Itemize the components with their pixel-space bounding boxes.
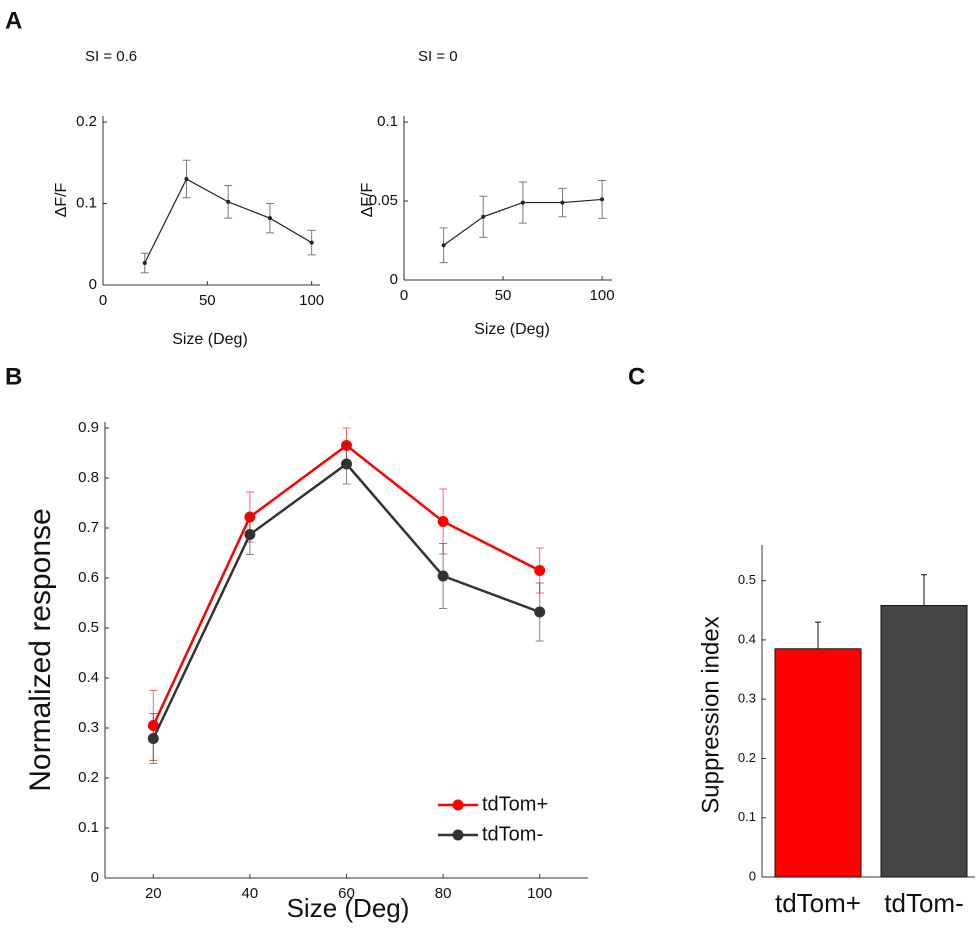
y-tick-label: 0: [749, 868, 756, 883]
y-tick-label: 0.9: [78, 419, 99, 436]
y-tick-label: 0.7: [78, 519, 99, 536]
bar: [880, 605, 968, 878]
data-point: [184, 177, 189, 182]
panel-label: A: [5, 7, 22, 34]
x-axis-label: Size (Deg): [474, 321, 550, 338]
y-tick-label: 0.1: [738, 809, 756, 824]
legend-label: tdTom-: [482, 823, 543, 845]
y-tick-label: 0: [91, 869, 99, 886]
panel-label: C: [628, 363, 645, 390]
data-point: [267, 216, 272, 221]
x-tick-label: tdTom-: [884, 888, 963, 918]
bar: [774, 648, 862, 878]
data-point: [600, 197, 605, 202]
series-line: [152, 443, 541, 727]
legend-marker: [452, 829, 464, 841]
y-axis-label: ΔF/F: [53, 182, 70, 217]
data-point: [437, 570, 449, 582]
x-tick-label: 50: [495, 287, 512, 304]
x-tick-label: 100: [527, 885, 552, 902]
y-tick-label: 0.1: [76, 194, 97, 211]
error-bar: [921, 574, 927, 606]
y-tick-label: 0.3: [78, 719, 99, 736]
x-axis-label: Size (Deg): [287, 893, 410, 923]
chart-title: SI = 0.6: [85, 48, 137, 65]
data-point: [341, 458, 352, 470]
y-tick-label: 0.1: [78, 819, 99, 836]
legend-label: tdTom+: [482, 793, 548, 815]
x-axis-label: Size (Deg): [172, 331, 248, 348]
data-point: [534, 565, 546, 576]
y-axis-label: ΔF/F: [359, 182, 376, 217]
error-bar: [815, 621, 821, 649]
y-tick-label: 0.2: [78, 769, 99, 786]
x-tick-label: 50: [199, 292, 216, 309]
y-tick-label: 0.8: [78, 469, 99, 486]
y-tick-label: 0.4: [738, 631, 756, 646]
y-tick-label: 0.3: [738, 691, 756, 706]
y-tick-label: 0.1: [377, 113, 398, 130]
y-tick-label: 0.05: [369, 192, 398, 209]
data-point: [437, 516, 449, 527]
x-tick-label: 80: [435, 885, 452, 902]
y-tick-label: 0.5: [738, 572, 756, 587]
x-tick-label: 100: [299, 292, 324, 309]
data-point: [309, 240, 314, 245]
data-point: [147, 733, 159, 744]
x-tick-label: 0: [99, 292, 107, 309]
data-point: [520, 200, 525, 205]
chart-title: SI = 0: [418, 48, 458, 65]
data-point: [244, 529, 256, 540]
x-tick-label: 20: [145, 885, 162, 902]
y-tick-label: 0.5: [78, 619, 99, 636]
data-point: [142, 260, 147, 265]
legend-marker: [452, 799, 464, 811]
x-tick-label: tdTom+: [775, 888, 861, 918]
y-tick-label: 0: [390, 271, 398, 288]
data-point: [534, 606, 546, 618]
panel-label: B: [5, 363, 22, 390]
y-tick-label: 0.6: [78, 569, 99, 586]
y-tick-label: 0.4: [78, 669, 99, 686]
x-tick-label: 0: [400, 287, 408, 304]
y-tick-label: 0.2: [76, 113, 97, 130]
x-tick-label: 100: [590, 287, 615, 304]
data-point: [441, 243, 446, 248]
x-tick-label: 60: [338, 885, 355, 902]
y-axis-label: Suppression index: [697, 616, 724, 813]
y-tick-label: 0.2: [738, 750, 756, 765]
data-point: [226, 199, 231, 204]
y-axis-label: Normalized response: [24, 508, 57, 791]
y-tick-label: 0: [89, 276, 97, 293]
data-point: [560, 200, 565, 205]
x-tick-label: 40: [242, 885, 259, 902]
data-point: [481, 214, 486, 219]
